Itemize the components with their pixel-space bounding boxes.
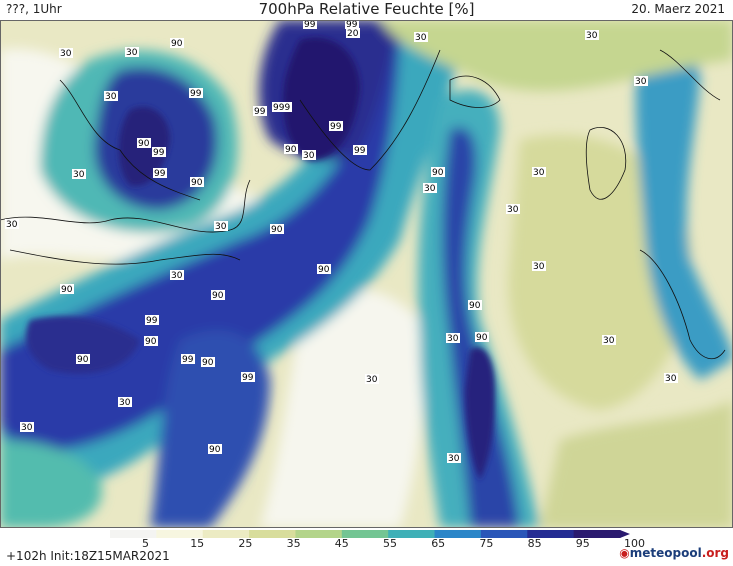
map-label: 30 bbox=[533, 262, 545, 272]
map-label: 30 bbox=[424, 184, 436, 194]
map-label: 30 bbox=[119, 398, 131, 408]
valid-date-label: 20. Maerz 2021 bbox=[631, 2, 725, 16]
legend-tick-label: 100 bbox=[624, 537, 645, 548]
coastline-north-america bbox=[0, 179, 251, 233]
legend-swatch bbox=[573, 530, 621, 538]
legend-swatch bbox=[295, 530, 343, 538]
legend-tick-label: 45 bbox=[335, 537, 349, 548]
map-label: 99 bbox=[154, 169, 166, 179]
legend-tick-label: 75 bbox=[479, 537, 493, 548]
map-label: 30 bbox=[73, 170, 85, 180]
map-label: 30 bbox=[6, 220, 18, 230]
map-header: ???, 1Uhr 700hPa Relative Feuchte [%] 20… bbox=[0, 0, 733, 20]
legend-arrow bbox=[620, 530, 630, 538]
valid-time-label: ???, 1Uhr bbox=[6, 2, 62, 16]
map-label: 90 bbox=[476, 333, 488, 343]
map-label: 90 bbox=[61, 285, 73, 295]
map-label: 30 bbox=[105, 92, 117, 102]
legend-swatch bbox=[388, 530, 436, 538]
coastline-greenland bbox=[299, 49, 441, 171]
map-label: 99 bbox=[330, 122, 342, 132]
model-run-label: +102h Init:18Z15MAR2021 bbox=[6, 549, 170, 563]
map-label: 90 bbox=[138, 139, 150, 149]
legend-ticks: 5 15 25 35 45 55 65 75 85 95 100 bbox=[142, 537, 645, 548]
legend-swatch bbox=[434, 530, 482, 538]
coastline-iberia bbox=[639, 249, 726, 360]
legend-swatch bbox=[110, 530, 157, 538]
map-label: 99 bbox=[190, 89, 202, 99]
legend-bar bbox=[110, 530, 630, 538]
legend-swatch bbox=[480, 530, 528, 538]
coastline-newfoundland bbox=[9, 249, 241, 265]
humidity-map: 90 99 99 20 30 30 30 99 999 99 90 30 99 … bbox=[0, 20, 733, 528]
coastlines bbox=[0, 49, 726, 360]
map-label: 90 bbox=[145, 337, 157, 347]
legend-swatch bbox=[527, 530, 575, 538]
legend-swatch bbox=[156, 530, 204, 538]
map-label: 90 bbox=[209, 445, 221, 455]
map-label: 99 bbox=[242, 373, 254, 383]
map-label: 30 bbox=[533, 168, 545, 178]
humidity-field: 90 99 99 20 30 30 30 99 999 99 90 30 99 … bbox=[0, 20, 733, 528]
map-label: 99 bbox=[146, 316, 158, 326]
map-label: 999 bbox=[273, 103, 290, 113]
map-label: 90 bbox=[285, 145, 297, 155]
legend-tick-label: 5 bbox=[142, 537, 149, 548]
map-label: 90 bbox=[202, 358, 214, 368]
map-label: 90 bbox=[191, 178, 203, 188]
legend-tick-label: 65 bbox=[431, 537, 445, 548]
legend-tick-label: 95 bbox=[576, 537, 590, 548]
meteopool-logo-icon: ◉ bbox=[619, 546, 630, 560]
map-label: 99 bbox=[182, 355, 194, 365]
legend-swatch bbox=[341, 530, 389, 538]
map-label: 90 bbox=[432, 168, 444, 178]
map-label: 30 bbox=[366, 375, 378, 385]
legend-swatch bbox=[249, 530, 296, 538]
map-label: 30 bbox=[507, 205, 519, 215]
map-label: 30 bbox=[448, 454, 460, 464]
map-label: 30 bbox=[171, 271, 183, 281]
map-label: 30 bbox=[415, 33, 427, 43]
map-label: 99 bbox=[304, 20, 316, 30]
map-title: 700hPa Relative Feuchte [%] bbox=[258, 0, 475, 18]
map-label: 90 bbox=[469, 301, 481, 311]
legend-tick-label: 25 bbox=[238, 537, 252, 548]
map-label: 30 bbox=[603, 336, 615, 346]
map-label: 30 bbox=[635, 77, 647, 87]
color-legend: 5 15 25 35 45 55 65 75 85 95 100 bbox=[110, 530, 645, 548]
map-label: 30 bbox=[21, 423, 33, 433]
map-label: 30 bbox=[60, 49, 72, 59]
map-label: 30 bbox=[586, 31, 598, 41]
map-label: 30 bbox=[303, 151, 315, 161]
map-label: 90 bbox=[318, 265, 330, 275]
legend-tick-label: 85 bbox=[528, 537, 542, 548]
map-footer: 5 15 25 35 45 55 65 75 85 95 100 +102h Init:18Z15M… bbox=[0, 528, 733, 566]
map-label: 90 bbox=[212, 291, 224, 301]
contour-value-labels: 90 99 99 20 30 30 30 99 999 99 90 30 99 … bbox=[5, 20, 678, 464]
coastline-hudson-bay bbox=[59, 79, 201, 201]
legend-tick-label: 15 bbox=[190, 537, 204, 548]
map-label: 99 bbox=[254, 107, 266, 117]
map-label: 90 bbox=[77, 355, 89, 365]
coastline-iceland bbox=[449, 75, 501, 108]
map-label: 30 bbox=[665, 374, 677, 384]
map-label: 30 bbox=[447, 334, 459, 344]
map-label: 30 bbox=[126, 48, 138, 58]
coastline-british-isles bbox=[585, 127, 627, 200]
map-label: 20 bbox=[347, 29, 359, 39]
meteopool-logo: ◉meteopool.org bbox=[619, 546, 729, 560]
legend-swatch bbox=[202, 530, 250, 538]
map-label: 99 bbox=[153, 148, 165, 158]
map-label: 90 bbox=[171, 39, 183, 49]
map-label: 30 bbox=[215, 222, 227, 232]
map-label: 99 bbox=[354, 146, 366, 156]
legend-tick-label: 55 bbox=[383, 537, 397, 548]
map-label: 99 bbox=[346, 20, 358, 30]
legend-tick-label: 35 bbox=[287, 537, 301, 548]
coastline-scandinavia bbox=[659, 49, 721, 101]
map-label: 90 bbox=[271, 225, 283, 235]
